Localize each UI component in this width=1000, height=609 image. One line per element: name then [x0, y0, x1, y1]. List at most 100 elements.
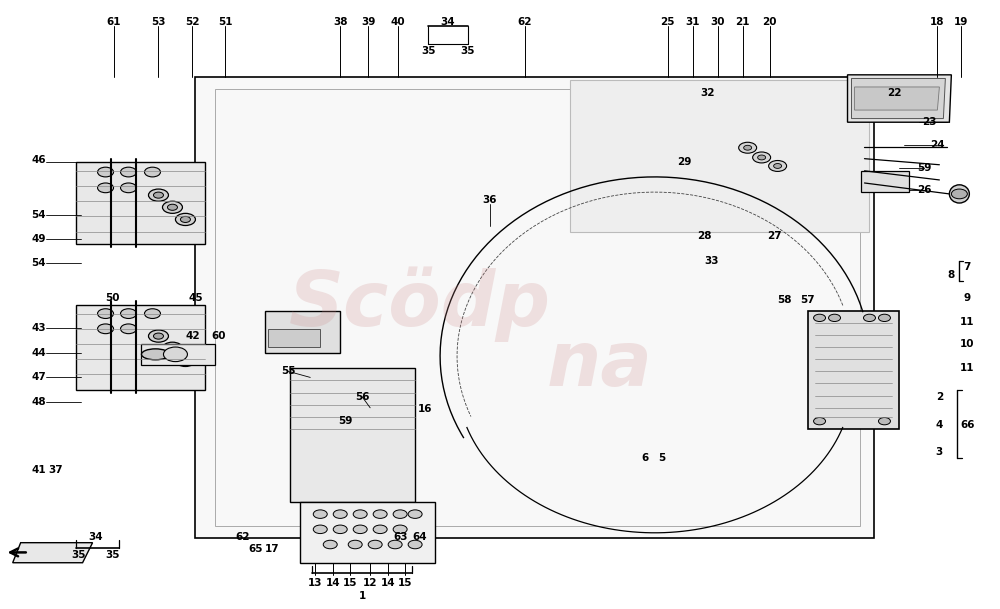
- Text: 8: 8: [948, 270, 955, 280]
- Text: na: na: [547, 328, 653, 403]
- Circle shape: [753, 152, 771, 163]
- Polygon shape: [570, 80, 869, 231]
- Text: 11: 11: [960, 317, 975, 326]
- Circle shape: [148, 330, 168, 342]
- Circle shape: [313, 510, 327, 518]
- Circle shape: [408, 510, 422, 518]
- Text: 60: 60: [211, 331, 226, 341]
- Text: 61: 61: [106, 17, 121, 27]
- Polygon shape: [265, 311, 340, 353]
- Text: 42: 42: [185, 331, 200, 341]
- Text: 15: 15: [343, 578, 357, 588]
- Circle shape: [98, 183, 114, 192]
- Circle shape: [814, 418, 826, 425]
- Circle shape: [348, 540, 362, 549]
- Text: 34: 34: [88, 532, 103, 541]
- Text: 40: 40: [391, 17, 405, 27]
- Polygon shape: [290, 368, 415, 502]
- Text: 64: 64: [413, 532, 427, 541]
- Circle shape: [393, 525, 407, 533]
- Bar: [720, 384, 760, 420]
- Circle shape: [333, 525, 347, 533]
- Text: 65: 65: [248, 544, 263, 554]
- Text: 41: 41: [31, 465, 46, 475]
- Text: 46: 46: [31, 155, 46, 165]
- Bar: [640, 384, 680, 420]
- Text: 59: 59: [338, 416, 352, 426]
- Polygon shape: [848, 75, 951, 122]
- Bar: [600, 347, 640, 384]
- Text: 37: 37: [48, 465, 63, 475]
- Circle shape: [373, 525, 387, 533]
- Text: 24: 24: [930, 140, 945, 150]
- Circle shape: [829, 314, 841, 322]
- Circle shape: [744, 146, 752, 150]
- Circle shape: [163, 347, 187, 362]
- Circle shape: [353, 510, 367, 518]
- Circle shape: [313, 525, 327, 533]
- Bar: [640, 311, 680, 347]
- Text: 6: 6: [641, 452, 648, 463]
- Text: 14: 14: [326, 578, 341, 588]
- Circle shape: [144, 167, 160, 177]
- Text: 43: 43: [31, 323, 46, 333]
- Circle shape: [121, 324, 137, 334]
- Circle shape: [98, 167, 114, 177]
- Text: 13: 13: [308, 578, 323, 588]
- Circle shape: [388, 540, 402, 549]
- Text: 25: 25: [661, 17, 675, 27]
- Circle shape: [180, 216, 190, 222]
- Polygon shape: [852, 79, 945, 119]
- Bar: [680, 274, 720, 311]
- Text: 36: 36: [483, 195, 497, 205]
- Text: 59: 59: [917, 163, 932, 173]
- Circle shape: [98, 324, 114, 334]
- Text: 12: 12: [363, 578, 377, 588]
- Polygon shape: [808, 311, 899, 429]
- Circle shape: [373, 510, 387, 518]
- Bar: [600, 274, 640, 311]
- Bar: [520, 347, 560, 384]
- Bar: [560, 384, 600, 420]
- Text: 54: 54: [31, 209, 46, 220]
- Bar: [520, 274, 560, 311]
- Text: 20: 20: [762, 17, 777, 27]
- Text: 66: 66: [960, 420, 975, 430]
- Text: 27: 27: [767, 231, 782, 241]
- Polygon shape: [855, 87, 939, 110]
- Text: 1: 1: [359, 591, 366, 601]
- Circle shape: [175, 354, 195, 367]
- Text: 55: 55: [281, 367, 296, 376]
- Polygon shape: [300, 502, 435, 563]
- Text: 62: 62: [518, 17, 532, 27]
- Text: 48: 48: [31, 396, 46, 407]
- Text: 51: 51: [218, 17, 233, 27]
- Circle shape: [121, 183, 137, 192]
- Circle shape: [353, 525, 367, 533]
- Text: 17: 17: [265, 544, 280, 554]
- Bar: [720, 311, 760, 347]
- Circle shape: [739, 143, 757, 153]
- Bar: [560, 311, 600, 347]
- Circle shape: [408, 540, 422, 549]
- Text: 56: 56: [355, 392, 369, 402]
- Circle shape: [368, 540, 382, 549]
- Text: 9: 9: [964, 294, 971, 303]
- Text: 39: 39: [361, 17, 375, 27]
- Circle shape: [175, 213, 195, 225]
- Polygon shape: [76, 162, 205, 244]
- Text: 19: 19: [954, 17, 969, 27]
- Bar: [760, 274, 800, 311]
- Text: 63: 63: [393, 532, 407, 541]
- Text: 35: 35: [105, 550, 120, 560]
- Text: 57: 57: [800, 295, 815, 304]
- Text: 49: 49: [31, 234, 46, 244]
- Text: 31: 31: [685, 17, 700, 27]
- Circle shape: [393, 510, 407, 518]
- Circle shape: [878, 418, 890, 425]
- Circle shape: [121, 167, 137, 177]
- Circle shape: [153, 333, 163, 339]
- Text: 4: 4: [936, 420, 943, 430]
- Circle shape: [162, 342, 182, 354]
- Text: 5: 5: [658, 452, 665, 463]
